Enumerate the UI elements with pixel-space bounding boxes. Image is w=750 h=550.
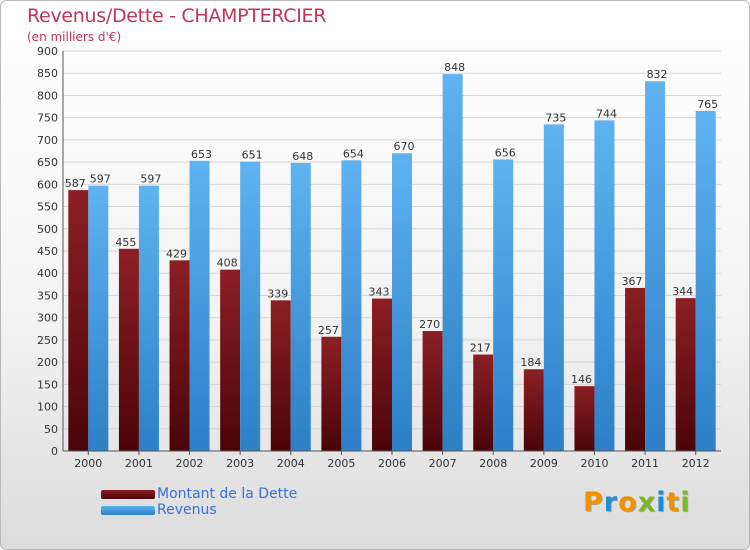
x-tick-label: 2000 xyxy=(74,457,102,470)
y-tick-label: 450 xyxy=(37,245,58,258)
data-label-debt: 339 xyxy=(267,287,288,300)
data-label-revenus: 597 xyxy=(90,173,111,186)
bar-revenus xyxy=(138,185,159,451)
data-label-revenus: 654 xyxy=(343,147,364,160)
data-label-debt: 408 xyxy=(217,257,238,270)
data-label-revenus: 848 xyxy=(444,61,465,74)
bar-debt xyxy=(118,248,139,451)
y-tick-label: 700 xyxy=(37,134,58,147)
bar-revenus xyxy=(442,74,463,451)
bar-revenus xyxy=(645,81,666,451)
x-tick-label: 2006 xyxy=(378,457,406,470)
bar-debt xyxy=(68,190,89,451)
data-label-debt: 587 xyxy=(65,177,86,190)
data-label-revenus: 832 xyxy=(647,68,668,81)
bar-debt xyxy=(523,369,544,451)
bar-debt xyxy=(270,300,291,451)
bars xyxy=(68,74,716,452)
y-tick-label: 100 xyxy=(37,401,58,414)
data-labels: 587 597 455 597 429 653 408 651 339 648 257 654 343 6… xyxy=(65,61,718,386)
y-tick-label: 150 xyxy=(37,378,58,391)
y-tick-label: 550 xyxy=(37,201,58,214)
bar-debt xyxy=(675,298,696,451)
y-tick-label: 200 xyxy=(37,356,58,369)
bar-revenus xyxy=(543,124,564,451)
y-tick-label: 300 xyxy=(37,312,58,325)
axes: 0 50 100 150 200 250 300 350 400 450 500 550 600 650 7… xyxy=(37,45,721,470)
bar-revenus xyxy=(341,160,362,452)
legend-item-revenus: Revenus xyxy=(101,502,297,518)
data-label-revenus: 653 xyxy=(191,148,212,161)
legend: Montant de la Dette Revenus xyxy=(101,486,297,518)
data-label-revenus: 651 xyxy=(242,149,263,162)
y-tick-label: 600 xyxy=(37,178,58,191)
x-tick-label: 2009 xyxy=(530,457,558,470)
chart-subtitle: (en milliers d'€) xyxy=(27,30,122,44)
bar-revenus xyxy=(240,161,261,451)
bar-revenus xyxy=(493,159,514,451)
bar-revenus xyxy=(189,160,210,451)
bar-revenus xyxy=(290,163,311,451)
y-tick-label: 400 xyxy=(37,267,58,280)
legend-swatch-revenus xyxy=(101,505,155,515)
legend-label-revenus: Revenus xyxy=(157,502,217,518)
x-tick-label: 2003 xyxy=(226,457,254,470)
y-tick-label: 0 xyxy=(51,445,58,458)
bar-revenus xyxy=(695,111,716,451)
bar-debt xyxy=(220,269,241,451)
data-label-debt: 184 xyxy=(520,356,541,369)
data-label-debt: 429 xyxy=(166,247,187,260)
y-tick-label: 500 xyxy=(37,223,58,236)
data-label-revenus: 670 xyxy=(394,140,415,153)
data-label-revenus: 597 xyxy=(140,173,161,186)
y-tick-label: 800 xyxy=(37,89,58,102)
bar-debt xyxy=(473,354,494,451)
x-tick-label: 2004 xyxy=(277,457,305,470)
legend-label-debt: Montant de la Dette xyxy=(157,486,298,502)
x-tick-label: 2007 xyxy=(429,457,457,470)
data-label-debt: 455 xyxy=(115,236,136,249)
y-tick-label: 900 xyxy=(37,45,58,58)
data-label-debt: 343 xyxy=(369,286,390,299)
bar-debt xyxy=(321,336,342,451)
legend-item-debt: Montant de la Dette xyxy=(101,486,297,502)
y-tick-label: 350 xyxy=(37,289,58,302)
bar-debt xyxy=(625,287,646,451)
x-tick-label: 2008 xyxy=(479,457,507,470)
bar-revenus xyxy=(594,120,615,451)
data-label-revenus: 765 xyxy=(697,98,718,111)
bar-debt xyxy=(574,386,595,451)
data-label-revenus: 656 xyxy=(495,146,516,159)
bar-debt xyxy=(422,331,443,451)
data-label-debt: 257 xyxy=(318,324,339,337)
y-tick-label: 850 xyxy=(37,67,58,80)
y-tick-label: 750 xyxy=(37,112,58,125)
bar-debt xyxy=(372,298,392,451)
y-tick-label: 250 xyxy=(37,334,58,347)
data-label-revenus: 648 xyxy=(292,150,313,163)
proxiti-logo: Proxiti xyxy=(583,487,691,518)
x-tick-label: 2010 xyxy=(580,457,608,470)
data-label-debt: 270 xyxy=(419,318,440,331)
x-tick-label: 2005 xyxy=(327,457,355,470)
x-tick-label: 2001 xyxy=(125,457,153,470)
x-tick-label: 2012 xyxy=(682,457,710,470)
x-tick-label: 2011 xyxy=(631,457,659,470)
data-label-debt: 217 xyxy=(470,342,491,355)
x-tick-label: 2002 xyxy=(176,457,204,470)
bar-revenus xyxy=(392,153,412,451)
data-label-debt: 367 xyxy=(622,275,643,288)
bar-debt xyxy=(169,260,190,451)
data-label-revenus: 744 xyxy=(596,107,617,120)
data-label-revenus: 735 xyxy=(545,111,566,124)
data-label-debt: 344 xyxy=(672,285,693,298)
chart-title: Revenus/Dette - CHAMPTERCIER xyxy=(27,5,327,27)
y-tick-label: 50 xyxy=(44,423,58,436)
data-label-debt: 146 xyxy=(571,373,592,386)
legend-swatch-debt xyxy=(101,489,155,499)
bar-revenus xyxy=(88,185,109,451)
y-tick-label: 650 xyxy=(37,156,58,169)
